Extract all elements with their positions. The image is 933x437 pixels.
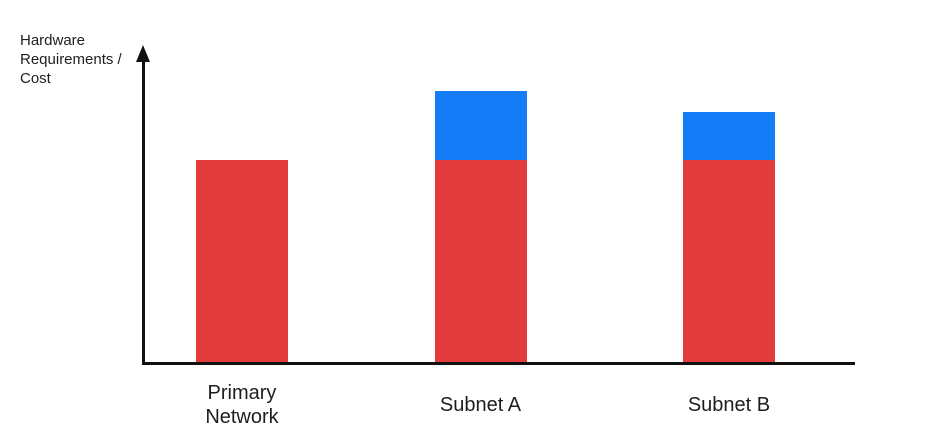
bar-segment-red: [196, 160, 288, 362]
bar-subnet-a: [434, 91, 527, 362]
x-axis-line: [142, 362, 855, 365]
y-axis-label: Hardware Requirements / Cost: [20, 32, 122, 87]
y-axis-arrowhead: [136, 45, 150, 62]
bar-subnet-b: [683, 111, 775, 362]
bar-primary-network: [196, 160, 288, 362]
category-label-subnet-b: Subnet B: [687, 394, 771, 416]
bar-segment-red: [434, 160, 527, 362]
y-axis-line: [142, 56, 145, 365]
bar-segment-blue: [434, 91, 527, 160]
bar-segment-red: [683, 160, 775, 362]
bar-segment-blue: [683, 111, 775, 160]
category-label-primary-network: Primary Network: [205, 382, 279, 428]
category-label-subnet-a: Subnet A: [439, 394, 522, 416]
